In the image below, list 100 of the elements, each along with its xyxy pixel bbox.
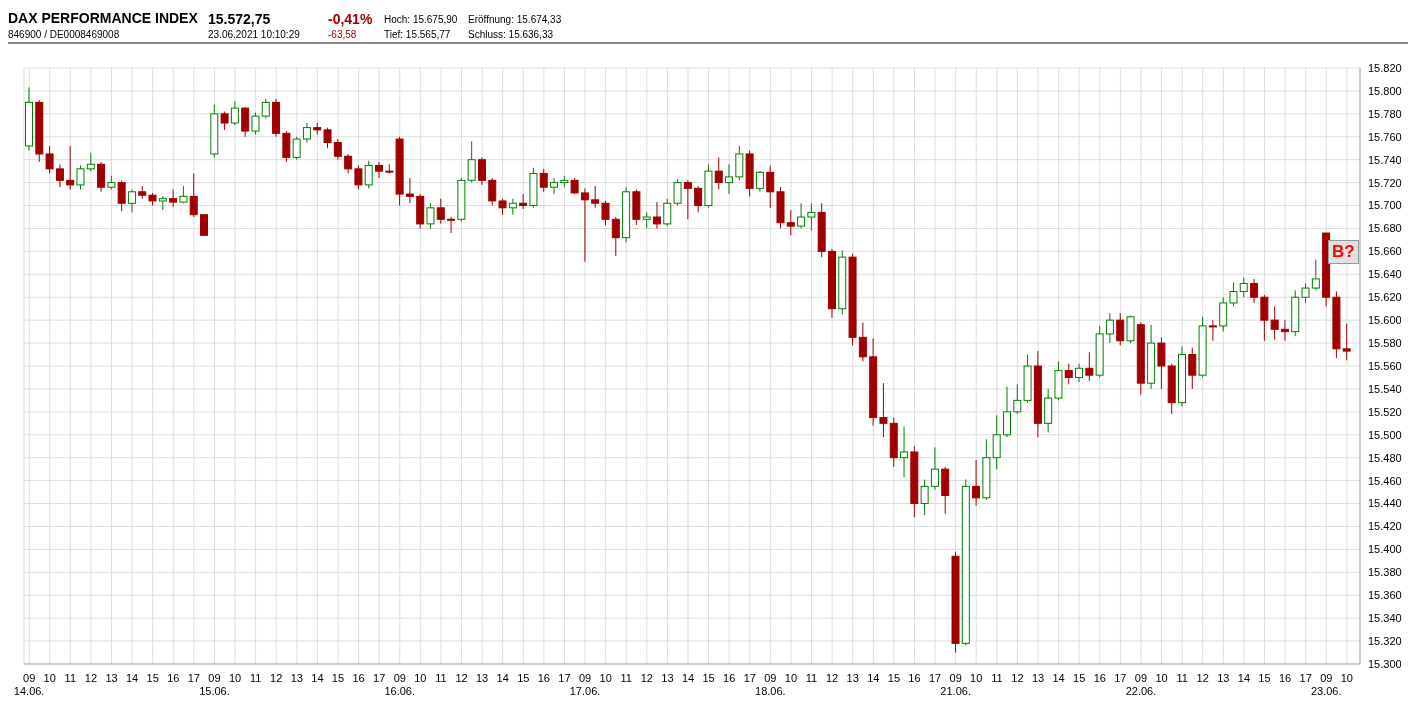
x-tick-label: 17 [187, 672, 200, 684]
candlestick [477, 156, 486, 186]
candlestick [436, 198, 445, 225]
candlestick [241, 106, 250, 138]
candlestick [1208, 319, 1217, 342]
candlestick [972, 459, 981, 507]
y-tick-label: 15.700 [1368, 199, 1402, 212]
y-tick-label: 15.340 [1368, 612, 1402, 625]
y-tick-label: 15.760 [1368, 130, 1402, 143]
y-tick-label: 15.380 [1368, 566, 1402, 579]
candlestick [86, 152, 95, 172]
x-tick-label: 10 [1340, 672, 1353, 684]
candlestick [169, 188, 178, 208]
candlestick [426, 202, 435, 229]
candlestick [292, 136, 301, 161]
candlestick [1188, 347, 1197, 390]
y-tick-label: 15.720 [1368, 176, 1402, 189]
chart-title: DAX PERFORMANCE INDEX [8, 10, 198, 26]
x-tick-label: 09 14.06. [13, 672, 45, 697]
candlestick [879, 382, 888, 438]
candlestick [354, 164, 363, 190]
y-tick-label: 15.480 [1368, 451, 1402, 464]
x-tick-label: 13 [105, 672, 118, 684]
candlestick [1239, 277, 1248, 298]
candlestick [230, 100, 239, 126]
candlestick [1301, 282, 1310, 304]
candlestick [652, 201, 661, 229]
y-tick-label: 15.320 [1368, 634, 1402, 647]
x-tick-label: 10 [599, 672, 612, 684]
candlestick [663, 198, 672, 227]
candlestick [220, 111, 229, 131]
candlestick [786, 209, 795, 236]
candlestick [1311, 258, 1320, 291]
candlestick [601, 200, 610, 226]
candlestick [333, 138, 342, 161]
x-tick-label: 16 [1278, 672, 1292, 684]
candlestick [1250, 278, 1259, 304]
y-tick-label: 15.400 [1368, 543, 1402, 556]
x-tick-label: 11 [249, 672, 262, 684]
candlestick [920, 478, 929, 516]
candlestick [1085, 351, 1094, 382]
candlestick [735, 145, 744, 181]
candlestick [1075, 363, 1084, 383]
candlestick [1064, 363, 1073, 385]
x-tick-label: 12 [640, 672, 653, 684]
y-tick-label: 15.660 [1368, 245, 1402, 258]
y-tick-label: 15.600 [1368, 314, 1402, 327]
text: Schluss: 15.636,33 [468, 29, 554, 40]
candlestick [405, 177, 414, 204]
candlestick [930, 446, 939, 491]
candlestick [76, 164, 85, 190]
text: Eröffnung: 15.674,33 [468, 14, 562, 25]
candlestick [694, 185, 703, 213]
x-tick-label: 10 [43, 672, 56, 684]
x-tick-label: 16 [1093, 672, 1106, 684]
x-tick-label: 15 [702, 672, 715, 684]
x-tick-label: 09 15.06. [199, 672, 230, 697]
candlestick [1116, 312, 1125, 346]
y-tick-label: 15.780 [1368, 107, 1402, 120]
x-tick-label: 12 [270, 672, 283, 684]
x-tick-label: 15 [331, 672, 345, 684]
x-tick-label: 13 [1031, 672, 1045, 684]
y-tick-label: 15.560 [1368, 359, 1402, 372]
y-tick-label: 15.680 [1368, 222, 1402, 235]
y-tick-label: 15.520 [1368, 405, 1402, 418]
y-tick-label: 15.820 [1368, 61, 1402, 74]
candlestick [766, 164, 775, 209]
candlestick [1229, 281, 1238, 307]
candlestick [1280, 319, 1289, 342]
x-tick-label: 13 [846, 672, 859, 684]
candlestick [375, 161, 384, 179]
x-tick-label: 10 [414, 672, 427, 684]
x-tick-label: 11 [991, 672, 1003, 684]
x-tick-label: 11 [435, 672, 447, 684]
x-tick-label: 10 [228, 672, 242, 684]
candlestick [488, 177, 497, 207]
x-tick-label: 09 22.06. [1125, 672, 1157, 697]
x-tick-label: 14 [1052, 672, 1065, 684]
candlestick [611, 216, 620, 257]
x-tick-label: 12 [1011, 672, 1024, 684]
y-tick-label: 15.740 [1368, 153, 1402, 166]
x-tick-label: 17 [1299, 672, 1312, 684]
y-tick-label: 15.420 [1368, 520, 1402, 533]
x-tick-label: 13 [475, 672, 489, 684]
candlestick [45, 145, 54, 174]
x-tick-label: 09 16.06. [384, 672, 416, 697]
x-tick-label: 15 [517, 672, 530, 684]
x-tick-label: 16 [167, 672, 180, 684]
x-tick-label: 17 [373, 672, 386, 684]
candlestick [302, 122, 311, 143]
candlestick [127, 188, 136, 213]
x-tick-label: 12 [1196, 672, 1209, 684]
candlestick [1260, 294, 1269, 342]
candlestick [673, 178, 682, 207]
y-tick-label: 15.460 [1368, 474, 1402, 487]
candlestick [1013, 383, 1022, 415]
y-tick-label: 15.300 [1368, 657, 1402, 670]
candlestick [683, 179, 692, 220]
text: -0,41% [328, 11, 373, 27]
candlestick [189, 172, 198, 218]
